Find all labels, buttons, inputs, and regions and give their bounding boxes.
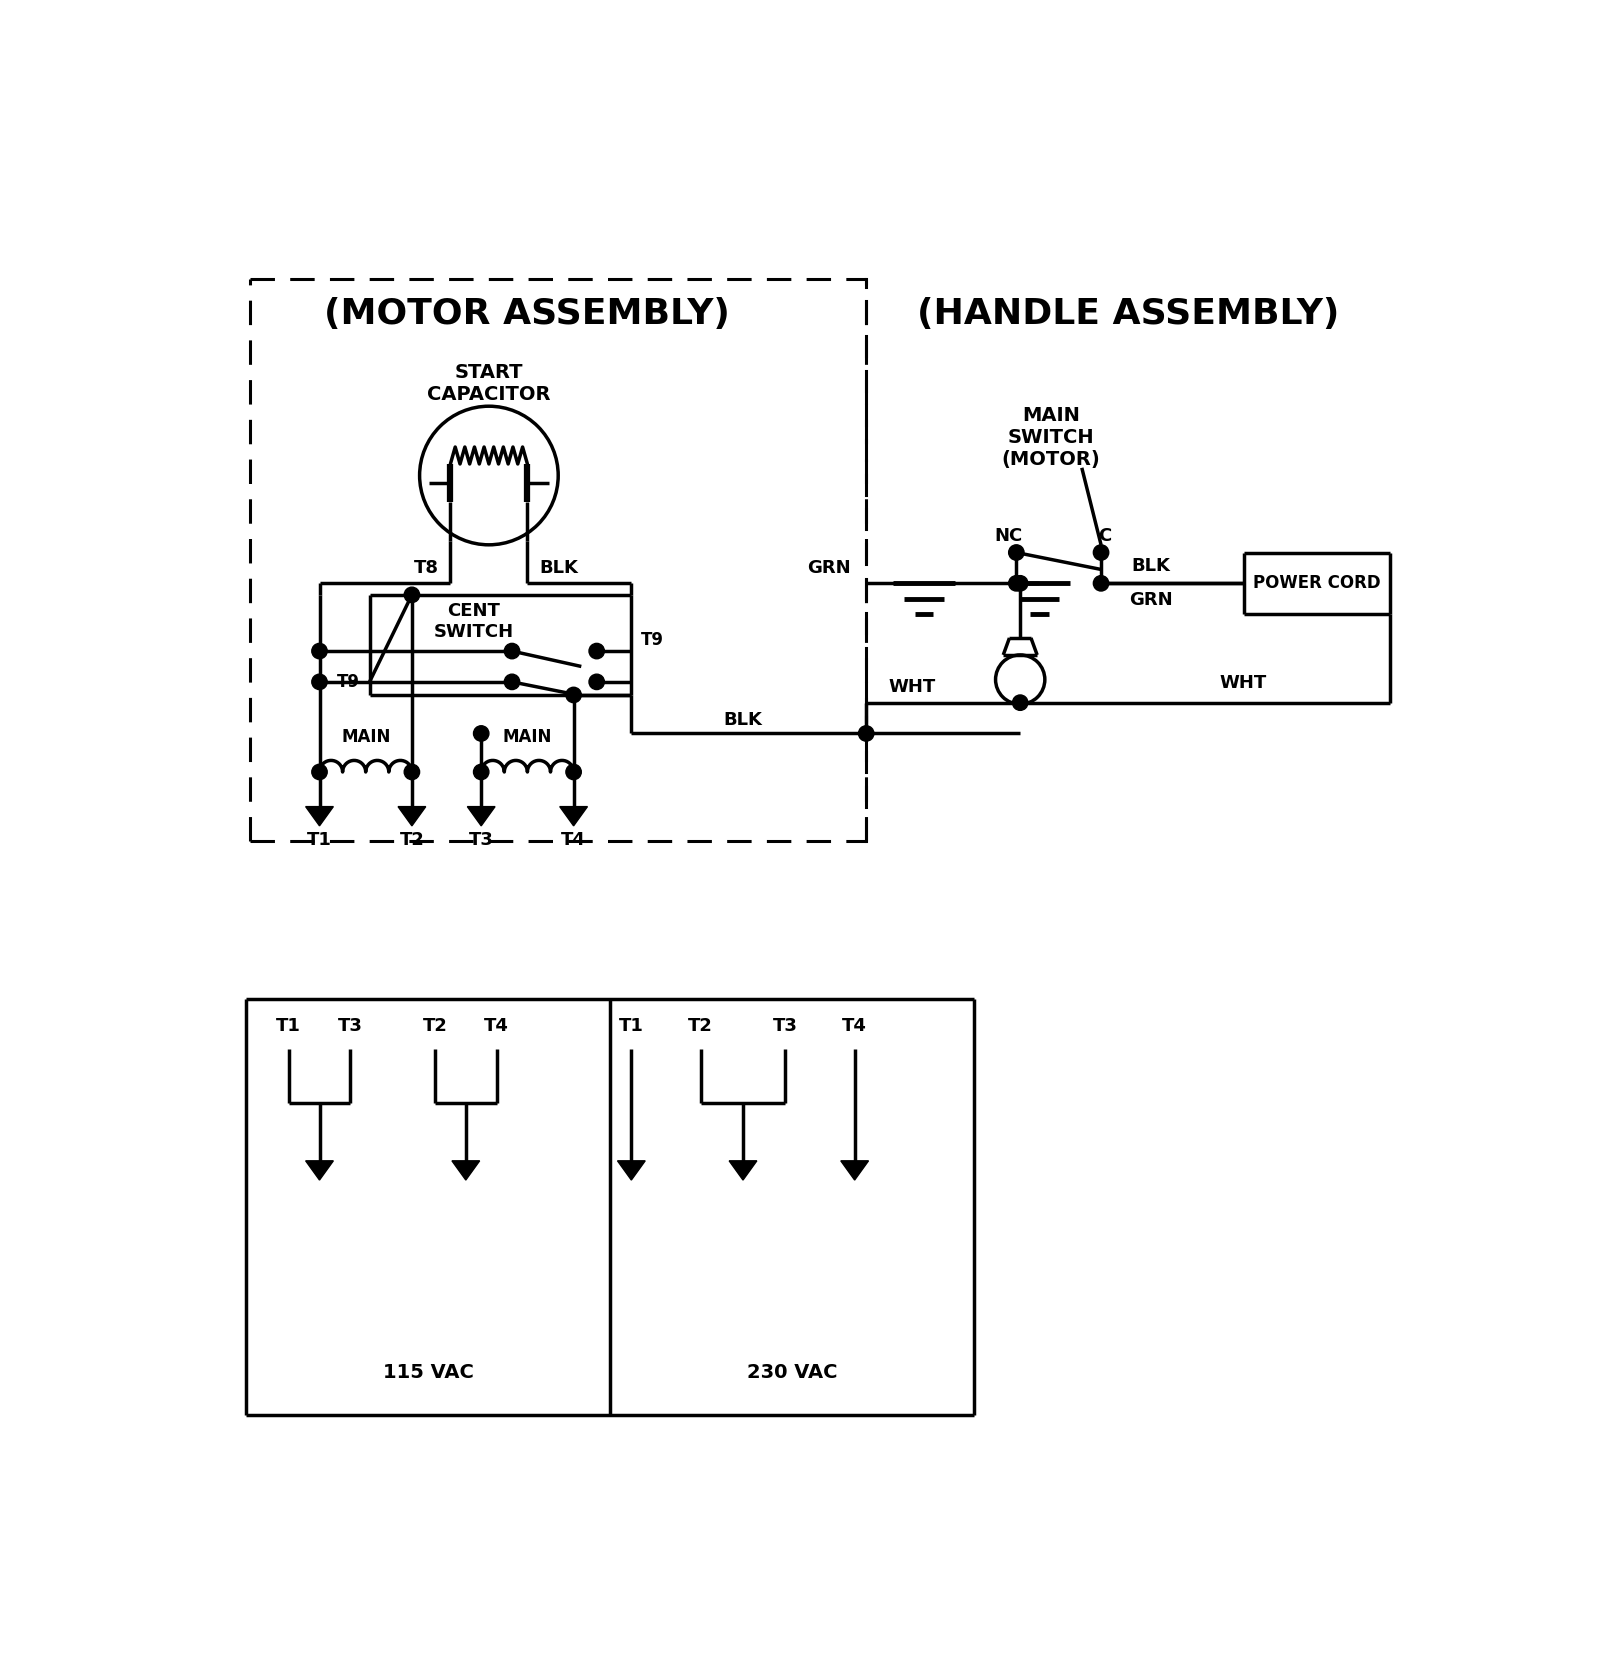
Text: T8: T8: [414, 559, 438, 577]
Text: T4: T4: [562, 831, 586, 849]
Circle shape: [1013, 576, 1027, 591]
Circle shape: [405, 587, 419, 602]
Text: T3: T3: [338, 1017, 363, 1035]
Circle shape: [589, 644, 605, 659]
Text: T4: T4: [842, 1017, 867, 1035]
Text: WHT: WHT: [888, 679, 936, 697]
Circle shape: [1008, 576, 1024, 591]
Text: T3: T3: [773, 1017, 798, 1035]
Text: POWER CORD: POWER CORD: [1253, 574, 1381, 592]
Text: T9: T9: [640, 630, 664, 649]
Polygon shape: [306, 806, 333, 826]
Text: 115 VAC: 115 VAC: [382, 1364, 474, 1382]
Circle shape: [474, 765, 490, 780]
Text: T9: T9: [338, 674, 360, 690]
Polygon shape: [467, 806, 494, 826]
Text: 230 VAC: 230 VAC: [747, 1364, 837, 1382]
Circle shape: [589, 674, 605, 690]
Text: WHT: WHT: [1219, 675, 1267, 692]
Text: T4: T4: [485, 1017, 509, 1035]
Circle shape: [859, 725, 874, 742]
Text: T1: T1: [277, 1017, 301, 1035]
Circle shape: [504, 644, 520, 659]
Circle shape: [312, 765, 328, 780]
Text: T2: T2: [400, 831, 424, 849]
Text: GRN: GRN: [1130, 591, 1173, 609]
Circle shape: [566, 687, 581, 703]
Text: (HANDLE ASSEMBLY): (HANDLE ASSEMBLY): [917, 297, 1339, 330]
Text: BLK: BLK: [1131, 557, 1171, 576]
Text: T1: T1: [619, 1017, 643, 1035]
Circle shape: [1093, 576, 1109, 591]
Text: CENT
SWITCH: CENT SWITCH: [434, 602, 514, 642]
Circle shape: [312, 674, 328, 690]
Text: T3: T3: [469, 831, 494, 849]
Circle shape: [1008, 544, 1024, 561]
Polygon shape: [398, 806, 426, 826]
Text: T2: T2: [422, 1017, 448, 1035]
Polygon shape: [840, 1161, 869, 1180]
Polygon shape: [560, 806, 587, 826]
Circle shape: [405, 765, 419, 780]
Text: MAIN
SWITCH
(MOTOR): MAIN SWITCH (MOTOR): [1002, 405, 1101, 468]
Text: T1: T1: [307, 831, 331, 849]
Circle shape: [1093, 544, 1109, 561]
Text: GRN: GRN: [806, 559, 851, 577]
Circle shape: [566, 765, 581, 780]
Circle shape: [504, 674, 520, 690]
Text: START
CAPACITOR: START CAPACITOR: [427, 363, 550, 403]
Circle shape: [1013, 695, 1027, 710]
Polygon shape: [306, 1161, 333, 1180]
Text: BLK: BLK: [723, 710, 763, 728]
Circle shape: [312, 644, 328, 659]
Text: T2: T2: [688, 1017, 714, 1035]
Text: MAIN: MAIN: [502, 728, 552, 747]
Text: BLK: BLK: [539, 559, 578, 577]
Circle shape: [474, 725, 490, 742]
Text: NC: NC: [995, 526, 1022, 544]
Text: C: C: [1098, 526, 1112, 544]
Polygon shape: [730, 1161, 757, 1180]
Polygon shape: [451, 1161, 480, 1180]
Text: (MOTOR ASSEMBLY): (MOTOR ASSEMBLY): [325, 297, 730, 330]
Text: MAIN: MAIN: [341, 728, 390, 747]
Polygon shape: [618, 1161, 645, 1180]
